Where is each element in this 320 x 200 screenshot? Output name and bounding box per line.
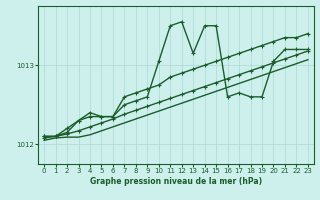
X-axis label: Graphe pression niveau de la mer (hPa): Graphe pression niveau de la mer (hPa) (90, 177, 262, 186)
